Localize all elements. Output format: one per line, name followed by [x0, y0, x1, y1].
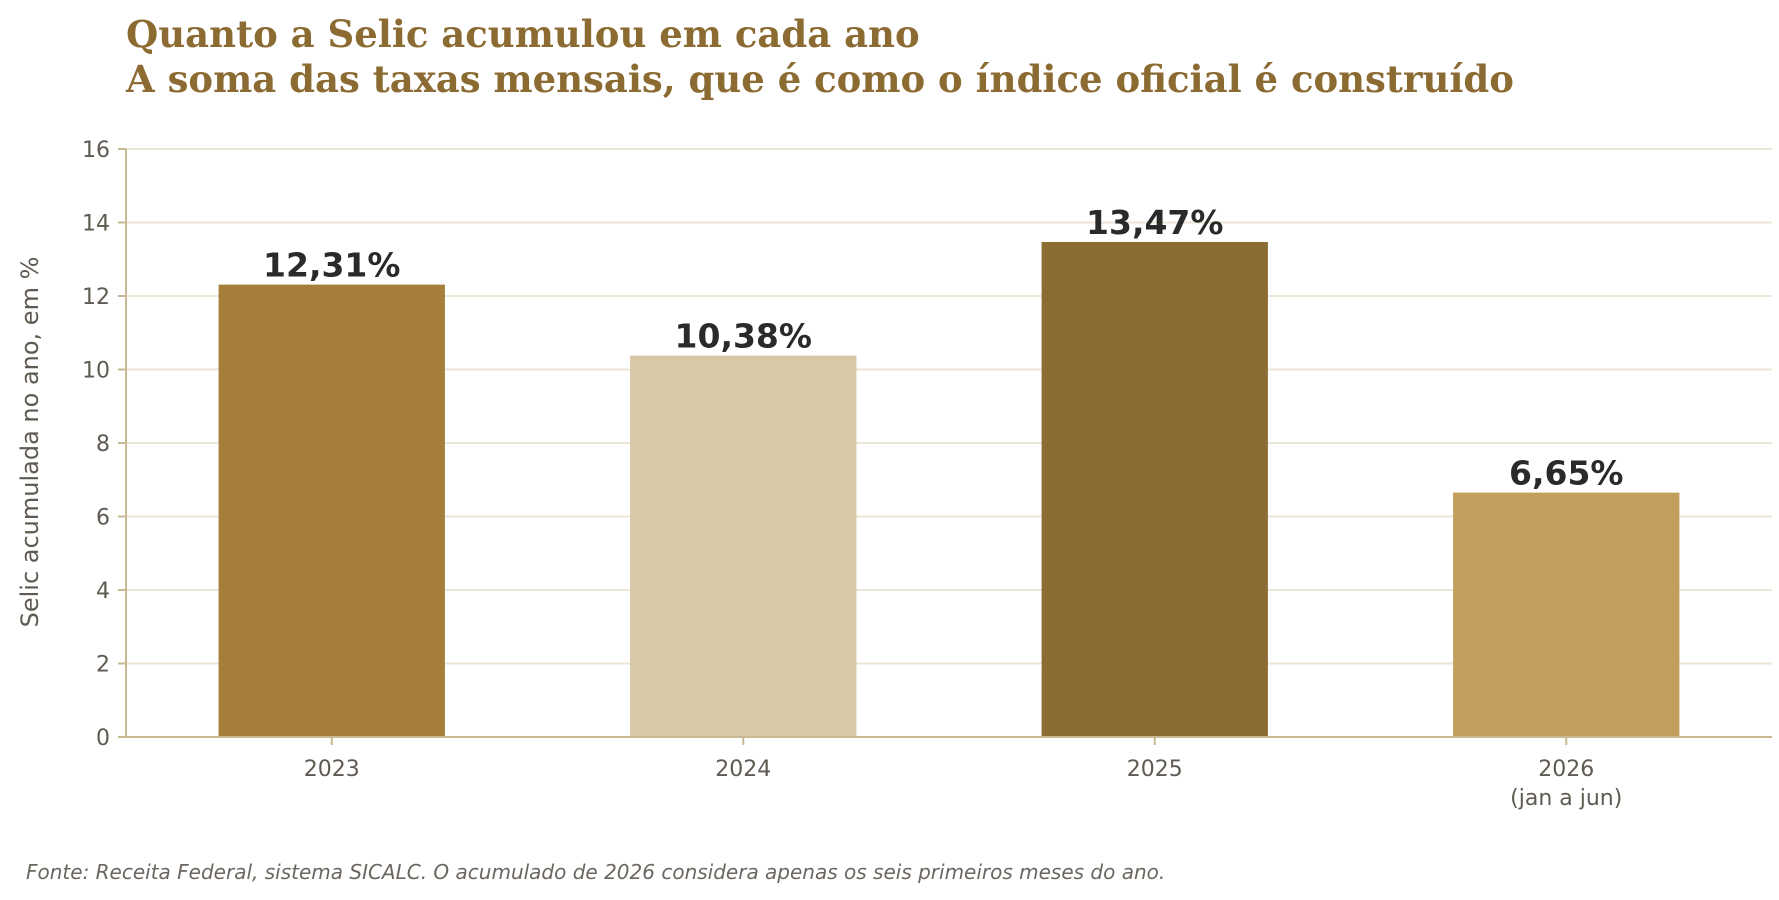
y-axis-label: Selic acumulada no ano, em % [16, 257, 44, 628]
bar-data-label: 10,38% [675, 317, 812, 356]
y-tick-label: 4 [96, 579, 110, 604]
bar-labels: 12,31% 10,38% 13,47% 6,65% [263, 203, 1623, 493]
chart-subtitle: A soma das taxas mensais, que é como o í… [126, 57, 1514, 101]
y-tick-label: 10 [82, 359, 110, 384]
source-note: Fonte: Receita Federal, sistema SICALC. … [26, 860, 1166, 884]
x-tick-label: 2026 (jan a jun) [1510, 757, 1622, 811]
bar-data-label: 12,31% [263, 246, 400, 285]
bar-3 [1453, 492, 1680, 737]
bar-1 [630, 355, 857, 737]
x-ticks: 2023 2024 2025 2026 (jan a jun) [304, 737, 1622, 811]
bar-data-label: 6,65% [1509, 454, 1624, 493]
bar-2 [1041, 241, 1268, 738]
y-ticks: 0 2 4 6 8 10 12 14 16 [82, 138, 126, 751]
bar-0 [218, 284, 445, 737]
bar-data-label: 13,47% [1086, 203, 1223, 242]
y-tick-label: 14 [82, 212, 110, 237]
x-tick-label: 2023 [304, 757, 360, 782]
bars [218, 241, 1680, 738]
y-tick-label: 2 [96, 653, 110, 678]
y-tick-label: 8 [96, 432, 110, 457]
y-tick-label: 6 [96, 506, 110, 531]
chart-title-line-1: Quanto a Selic acumulou em cada ano [126, 12, 920, 56]
x-tick-label: 2025 [1127, 757, 1183, 782]
x-tick-label: 2024 [715, 757, 771, 782]
y-tick-label: 0 [96, 726, 110, 751]
chart-title: Quanto a Selic acumulou em cada ano A so… [126, 12, 1514, 102]
y-tick-label: 12 [82, 285, 110, 310]
y-tick-label: 16 [82, 138, 110, 163]
